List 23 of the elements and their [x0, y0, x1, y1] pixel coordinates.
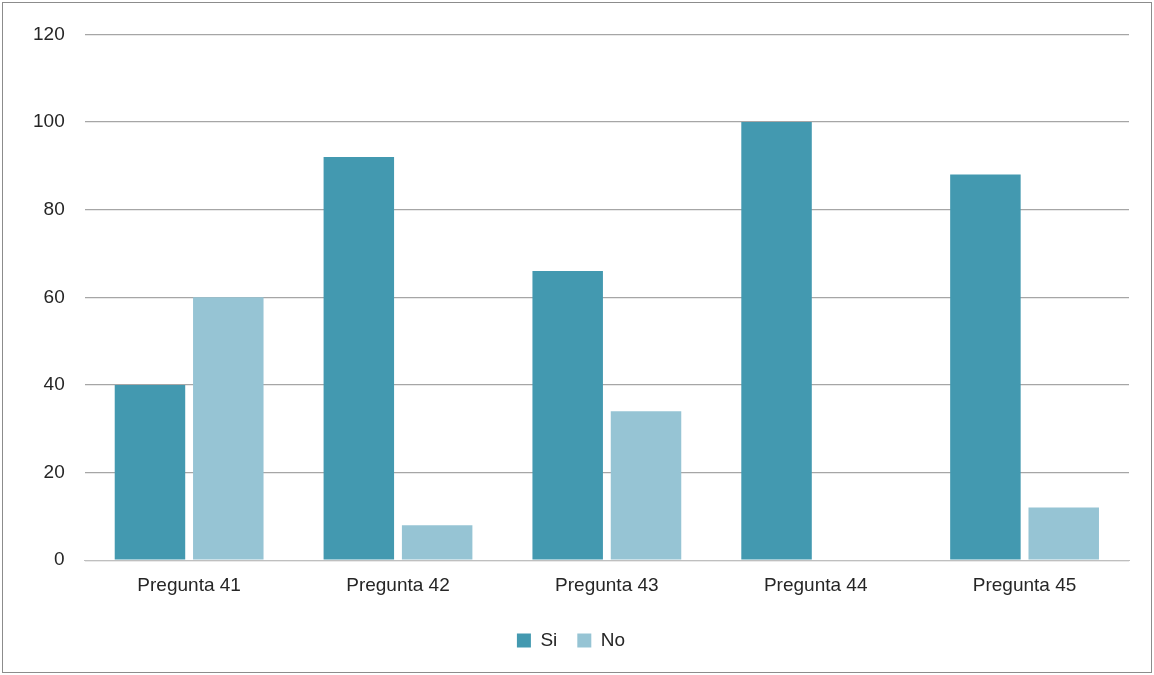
bar [950, 174, 1021, 560]
x-tick-label: Pregunta 44 [763, 573, 868, 595]
bar [1028, 507, 1099, 560]
y-tick-label: 0 [54, 548, 65, 570]
bar [323, 157, 395, 560]
bar [610, 411, 682, 560]
bar [401, 525, 473, 560]
x-tick-label: Pregunta 45 [972, 573, 1077, 595]
x-tick-label: Pregunta 43 [555, 573, 659, 595]
y-tick-label: 20 [43, 460, 65, 482]
bar [741, 122, 812, 560]
bar [193, 297, 264, 560]
y-tick-label: 100 [33, 110, 65, 132]
x-tick-label: Pregunta 41 [137, 573, 241, 595]
legend-label: No [600, 628, 626, 650]
y-tick-label: 120 [33, 22, 65, 44]
y-tick-label: 80 [43, 197, 65, 219]
x-tick-label: Pregunta 42 [346, 573, 450, 595]
y-tick-label: 40 [43, 373, 65, 395]
y-tick-label: 60 [43, 285, 65, 307]
legend-label: Si [540, 628, 558, 650]
bar [532, 271, 603, 560]
bar [114, 384, 186, 560]
